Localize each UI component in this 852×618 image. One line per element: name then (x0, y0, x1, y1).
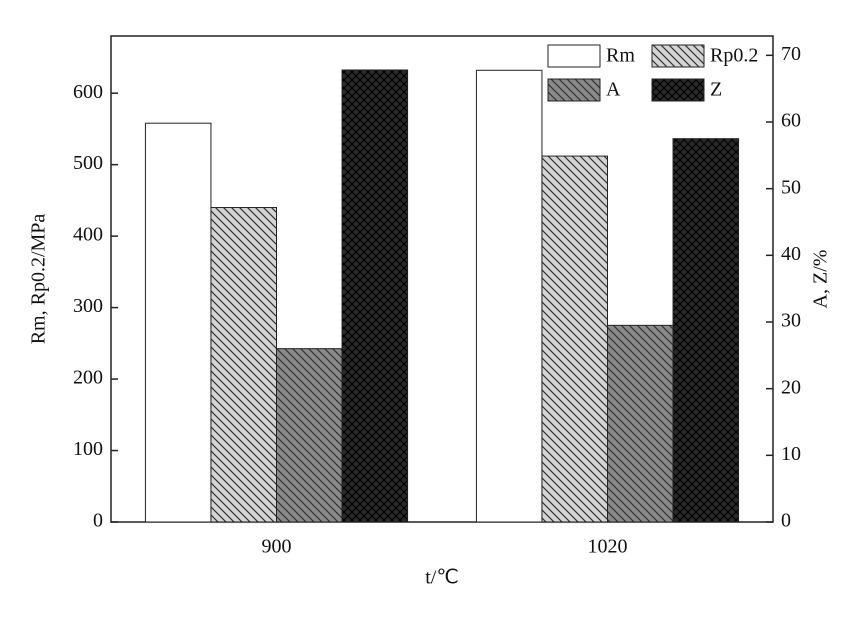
y-tick-label: 200 (73, 367, 103, 389)
y-tick-label: 500 (73, 152, 103, 174)
legend-swatch (547, 44, 601, 68)
y2-tick-label: 70 (781, 43, 801, 65)
y-tick-label: 300 (73, 295, 103, 317)
bar (541, 155, 608, 523)
x-axis-label: t/℃ (425, 567, 459, 589)
legend-swatch (651, 44, 705, 68)
y2-tick-label: 20 (781, 376, 801, 398)
y2-axis-label: A, Z/% (810, 250, 832, 309)
bar (210, 207, 278, 523)
y2-tick-label: 0 (781, 510, 791, 532)
x-tick-label: 900 (262, 536, 292, 558)
bar (276, 348, 343, 523)
legend-swatch (547, 78, 601, 102)
y-tick-label: 0 (93, 510, 103, 532)
y-tick-label: 100 (73, 438, 103, 460)
legend-label: Z (710, 79, 722, 101)
y2-tick-label: 30 (781, 310, 801, 332)
y2-tick-label: 60 (781, 110, 801, 132)
bar (672, 138, 740, 523)
y-tick-label: 600 (73, 81, 103, 103)
plot-frame (110, 35, 774, 523)
legend-label: Rm (606, 45, 635, 67)
y2-tick-label: 40 (781, 243, 801, 265)
bar (144, 122, 212, 523)
legend-swatch (651, 78, 705, 102)
legend-label: A (606, 79, 621, 101)
y2-tick-label: 10 (781, 443, 801, 465)
y-axis-label: Rm, Rp0.2/MPa (28, 214, 50, 345)
bar (341, 69, 409, 523)
legend-label: Rp0.2 (710, 45, 758, 67)
bar (607, 324, 674, 523)
y-tick-label: 400 (73, 224, 103, 246)
bar (475, 69, 543, 523)
x-tick-label: 1020 (588, 536, 628, 558)
y2-tick-label: 50 (781, 176, 801, 198)
